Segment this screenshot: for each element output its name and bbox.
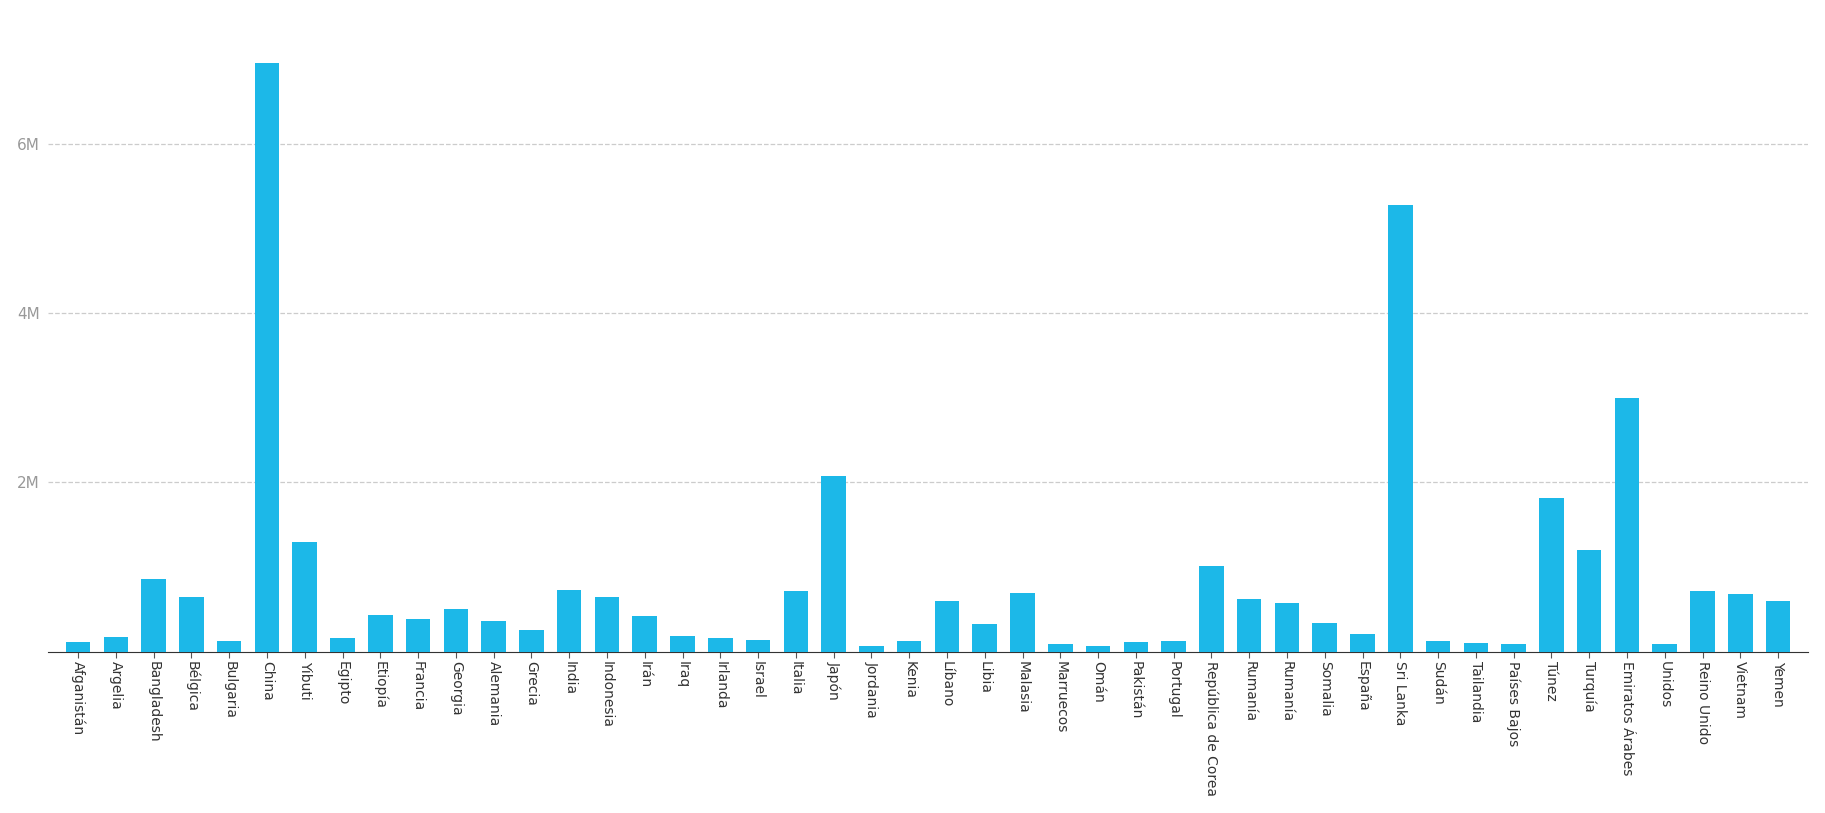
Bar	[670, 636, 695, 651]
Bar	[783, 591, 808, 651]
Bar	[595, 597, 619, 651]
Bar	[1502, 644, 1526, 651]
Bar	[1350, 634, 1374, 651]
Bar	[369, 615, 392, 651]
Bar	[1728, 594, 1752, 651]
Bar	[1161, 641, 1186, 651]
Bar	[1274, 602, 1299, 651]
Bar	[1124, 642, 1148, 651]
Bar	[518, 629, 544, 651]
Bar	[256, 63, 279, 651]
Bar	[633, 615, 657, 651]
Bar	[1199, 566, 1225, 651]
Bar	[746, 640, 770, 651]
Bar	[1086, 646, 1110, 651]
Bar	[1389, 205, 1413, 651]
Bar	[1690, 591, 1715, 651]
Bar	[217, 641, 241, 651]
Bar	[1652, 644, 1677, 651]
Bar	[482, 621, 506, 651]
Bar	[292, 541, 318, 651]
Bar	[1425, 641, 1451, 651]
Bar	[1767, 602, 1790, 651]
Bar	[896, 641, 922, 651]
Bar	[1237, 599, 1261, 651]
Bar	[1011, 593, 1035, 651]
Bar	[1577, 550, 1602, 651]
Bar	[934, 602, 960, 651]
Bar	[104, 637, 128, 651]
Bar	[141, 579, 166, 651]
Bar	[179, 598, 204, 651]
Bar	[330, 638, 354, 651]
Bar	[860, 646, 883, 651]
Bar	[1048, 644, 1073, 651]
Bar	[443, 609, 469, 651]
Bar	[405, 619, 431, 651]
Bar	[1464, 643, 1487, 651]
Bar	[821, 476, 847, 651]
Bar	[66, 642, 91, 651]
Bar	[1615, 398, 1639, 651]
Bar	[708, 638, 732, 651]
Bar	[1538, 498, 1564, 651]
Bar	[557, 589, 582, 651]
Bar	[1312, 624, 1338, 651]
Bar	[973, 624, 996, 651]
